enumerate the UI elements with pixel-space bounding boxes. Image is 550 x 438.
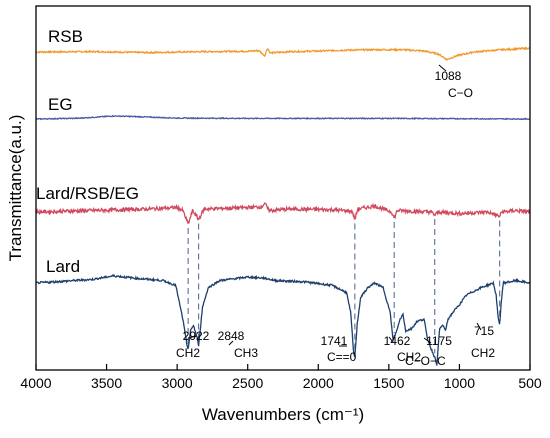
x-tick-label-500: 500 [518, 375, 542, 391]
x-tick-label-2500: 2500 [232, 375, 263, 391]
peak-group-label: CH3 [234, 346, 258, 360]
peak-group-label: C−O [448, 86, 473, 100]
peak-group-label: CH2 [397, 350, 421, 364]
peak-group-label: CH2 [176, 346, 200, 360]
peak-arrow [423, 337, 432, 344]
x-axis-ticks: 4000 3500 3000 2500 2000 1500 1000 500 [20, 364, 542, 391]
peak-wavenumber-label: 1088 [435, 69, 462, 83]
x-tick-label-4000: 4000 [20, 375, 51, 391]
x-tick-label-3500: 3500 [91, 375, 122, 391]
peak-arrow [388, 336, 394, 343]
peak-wavenumber-label: 1462 [384, 334, 411, 348]
peak-arrow [187, 335, 198, 339]
peak-group-label: C−O−C [405, 354, 446, 368]
peak-annotation-2848: 2848 CH3 [218, 329, 259, 360]
peak-arrow [476, 322, 482, 331]
series-line-lard [35, 273, 531, 366]
peak-annotation-2922: 2922 CH2 [176, 329, 210, 360]
x-tick-label-1500: 1500 [373, 375, 404, 391]
x-tick-label-2000: 2000 [303, 375, 334, 391]
series-label-lard: Lard [46, 257, 80, 276]
plot-area: RSB EG Lard/RSB/EG Lard 2922 CH2 2848 CH3 1741 C=… [35, 27, 531, 368]
series-label-eg: EG [48, 95, 73, 114]
series-line-eg [35, 114, 530, 121]
peak-group-label: C==0 [327, 350, 357, 364]
peak-wavenumber-label: 2922 [183, 329, 210, 343]
peak-wavenumber-label: 1175 [426, 334, 452, 348]
peak-arrow [438, 64, 447, 72]
series-line-lard-rsb-eg [35, 202, 531, 224]
peak-annotation-1462: 1462 CH2 [384, 334, 422, 364]
peak-wavenumber-label: 2848 [218, 329, 245, 343]
x-tick-label-3000: 3000 [162, 375, 193, 391]
peak-annotation-1175: 1175 C−O−C [405, 334, 452, 368]
peak-wavenumber-label: 1741 [321, 334, 348, 348]
peak-group-label: CH2 [471, 346, 495, 360]
x-axis-title: Wavenumbers (cm⁻¹) [202, 405, 364, 424]
y-axis-title: Transmittance(a.u.) [6, 115, 25, 262]
peak-annotation-1741: 1741 C==0 [321, 334, 357, 364]
peak-annotation-1088: 1088 C−O [435, 64, 473, 100]
peak-wavenumber-label: 715 [474, 324, 494, 338]
plot-frame [35, 5, 531, 371]
peak-arrow [228, 340, 234, 346]
x-tick-label-1000: 1000 [444, 375, 475, 391]
series-line-rsb [35, 46, 531, 62]
series-label-lard-rsb-eg: Lard/RSB/EG [36, 184, 139, 203]
series-label-rsb: RSB [48, 27, 83, 46]
peak-annotation-715: 715 CH2 [471, 322, 495, 360]
